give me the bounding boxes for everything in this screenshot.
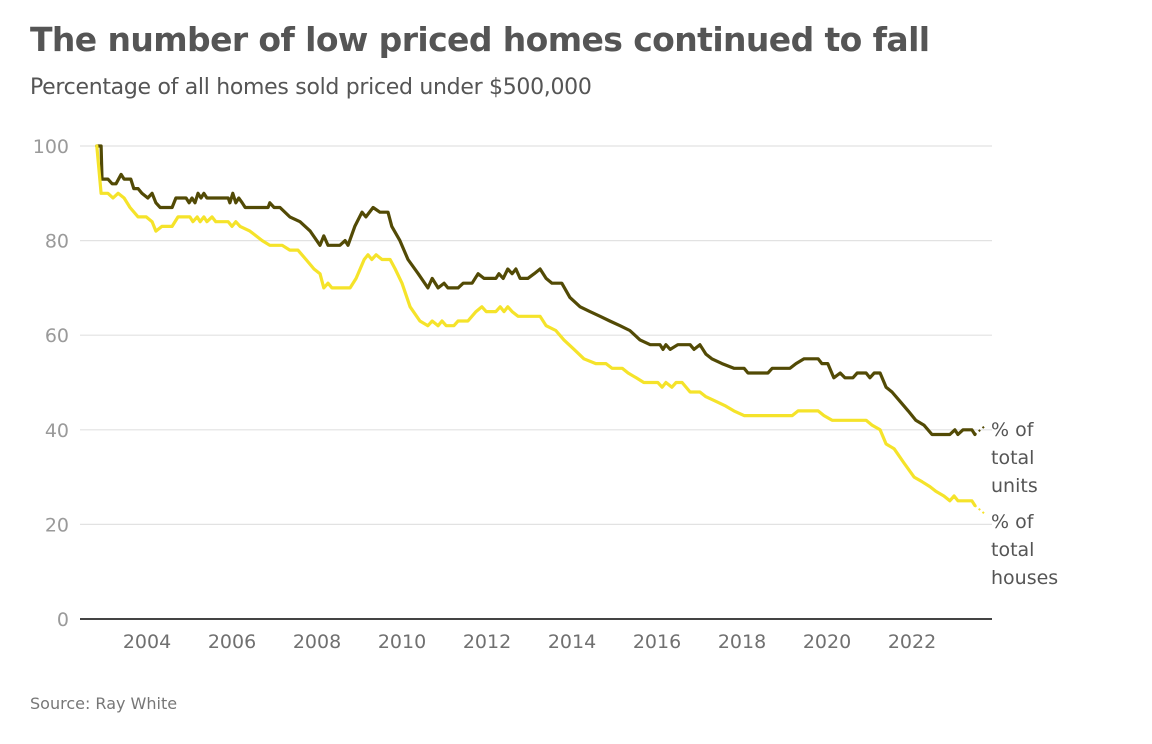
- y-tick-label: 80: [45, 231, 69, 253]
- y-tick-label: 40: [45, 420, 69, 442]
- x-tick-label: 2018: [718, 631, 766, 653]
- series-label-units: units: [991, 475, 1038, 497]
- series-label-houses: houses: [991, 567, 1058, 589]
- series-line-units: [95, 144, 977, 437]
- y-tick-label: 100: [33, 136, 69, 158]
- series-label-houses: total: [991, 539, 1034, 561]
- source-note: Source: Ray White: [30, 694, 178, 713]
- x-tick-label: 2012: [463, 631, 511, 653]
- series-projection-houses: [974, 504, 987, 516]
- chart-title: The number of low priced homes continued…: [30, 20, 930, 59]
- x-tick-label: 2004: [123, 631, 171, 653]
- y-axis-tick-labels: 0 20 40 60 80 100: [33, 136, 69, 631]
- x-tick-label: 2016: [633, 631, 681, 653]
- x-axis-tick-labels: 2004 2006 2008 2010 2012 2014 2016 2018 2020 2022: [123, 631, 936, 653]
- series-label-houses: % of: [991, 511, 1035, 533]
- series-lines: [95, 144, 987, 516]
- x-tick-label: 2022: [888, 631, 936, 653]
- y-tick-label: 20: [45, 514, 69, 536]
- series-labels: % of total units % of total houses: [991, 419, 1058, 589]
- series-line-houses: [95, 144, 977, 508]
- chart-subtitle: Percentage of all homes sold priced unde…: [30, 75, 592, 100]
- x-tick-label: 2010: [378, 631, 426, 653]
- x-tick-label: 2020: [803, 631, 851, 653]
- x-tick-label: 2006: [208, 631, 256, 653]
- series-label-units: % of: [991, 419, 1035, 441]
- x-tick-label: 2008: [293, 631, 341, 653]
- y-tick-label: 0: [57, 609, 69, 631]
- series-label-units: total: [991, 447, 1034, 469]
- x-tick-label: 2014: [548, 631, 596, 653]
- y-tick-label: 60: [45, 325, 69, 347]
- gridlines: [80, 145, 992, 620]
